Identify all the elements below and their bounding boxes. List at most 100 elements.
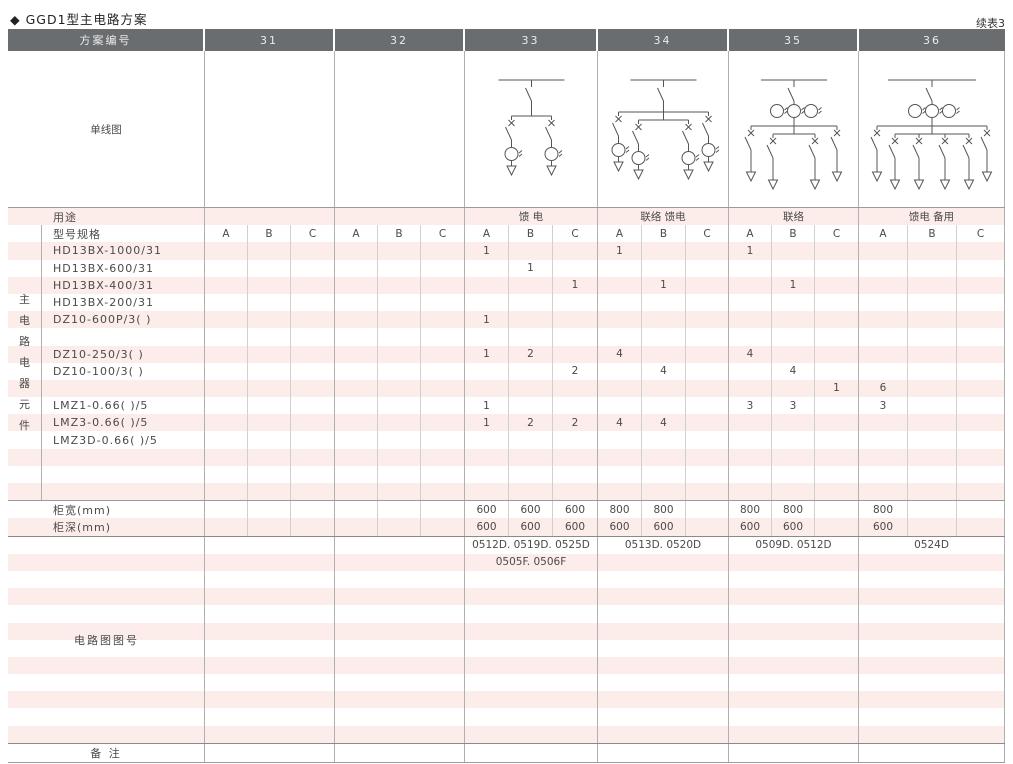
value-cell [335,431,378,449]
circuit-number-31 [205,725,335,743]
circuit-number-34 [598,570,729,589]
value-cell [553,448,598,466]
value-cell [335,311,378,329]
value-cell [291,293,335,312]
usage-row: 用途 馈 电联络 馈电 联络 馈电 备用 [8,207,1005,226]
circuit-label-spacer [8,674,205,692]
value-cell [378,501,421,519]
value-cell: 2 [509,345,553,363]
circuit-number-31 [205,553,335,571]
value-cell [772,465,815,483]
value-cell [957,362,1005,380]
value-cell [553,345,598,363]
value-cell [957,431,1005,449]
value-cell [291,242,335,260]
value-cell [421,431,465,449]
usage-value-36: 馈电 备用 [859,208,1005,226]
circuit-number-31 [205,639,335,657]
circuit-number-35 [729,605,859,623]
value-cell [421,328,465,346]
value-cell [205,448,248,466]
circuit-number-35 [729,725,859,743]
circuit-number-31 [205,656,335,675]
value-cell [378,362,421,380]
value-cell: 1 [815,379,859,398]
value-cell [957,465,1005,483]
value-cell [421,518,465,536]
component-name: LMZ3D-0.66( )/5 [8,431,205,449]
value-cell [772,328,815,346]
value-cell [553,311,598,329]
circuit-label-spacer [8,605,205,623]
value-cell [509,293,553,312]
value-cell [815,431,859,449]
value-cell [908,259,957,277]
circuit-number-row [8,570,1005,589]
value-cell [686,431,729,449]
remark-cell-31 [205,743,335,762]
value-cell [908,293,957,312]
value-cell [957,293,1005,312]
value-cell [772,483,815,501]
value-cell [291,259,335,277]
value-cell [957,483,1005,501]
circuit-label-spacer [8,536,205,554]
value-cell [908,311,957,329]
title-bar: ◆ GGD1型主电路方案 续表3 [8,4,1005,30]
value-cell: 800 [772,501,815,519]
component-name: HD13BX-400/31 [8,276,205,294]
value-cell [465,362,509,380]
spec-header-row: 型号规格 A B C A B C A B C A B C A B C A B C [8,225,1005,243]
table-row-component: DZ10-250/3( ) 1 2 4 4 [8,345,1005,363]
value-cell: 1 [465,397,509,415]
value-cell [421,242,465,260]
value-cell [859,414,908,432]
value-cell [686,311,729,329]
value-cell [378,242,421,260]
value-cell [335,501,378,519]
value-cell [642,311,686,329]
value-cell [335,276,378,294]
value-cell [248,362,291,380]
value-cell [815,465,859,483]
subcolumn-header-34A: A [598,225,642,243]
scheme-number-header: 方案编号 [8,29,205,51]
value-cell [291,465,335,483]
value-cell [772,379,815,398]
value-cell [421,483,465,501]
value-cell [378,259,421,277]
usage-value-32 [335,208,465,226]
value-cell [553,431,598,449]
value-cell [598,448,642,466]
circuit-number-32 [335,674,465,692]
component-name: 柜深(mm) [8,518,205,536]
circuit-number-34 [598,674,729,692]
circuit-number-34 [598,639,729,657]
circuit-number-33 [465,588,598,606]
value-cell: 600 [729,518,772,536]
table-row-component: DZ10-100/3( ) 2 4 4 [8,362,1005,380]
value-cell: 2 [509,414,553,432]
value-cell [248,328,291,346]
circuit-label-spacer [8,588,205,606]
value-cell [598,483,642,501]
circuit-number-34 [598,656,729,675]
column-header-33: 33 [465,29,598,51]
value-cell [248,518,291,536]
circuit-number-32 [335,588,465,606]
circuit-number-36 [859,588,1005,606]
value-cell [642,397,686,415]
value-cell [553,483,598,501]
value-cell [205,397,248,415]
value-cell [205,242,248,260]
value-cell: 1 [553,276,598,294]
value-cell: 1 [729,242,772,260]
circuit-number-31 [205,674,335,692]
value-cell [957,448,1005,466]
value-cell [553,379,598,398]
circuit-label-spacer [8,639,205,657]
table-row-component: DZ10-600P/3( ) 1 [8,311,1005,329]
value-cell [421,311,465,329]
circuit-number-31 [205,708,335,726]
value-cell [957,397,1005,415]
